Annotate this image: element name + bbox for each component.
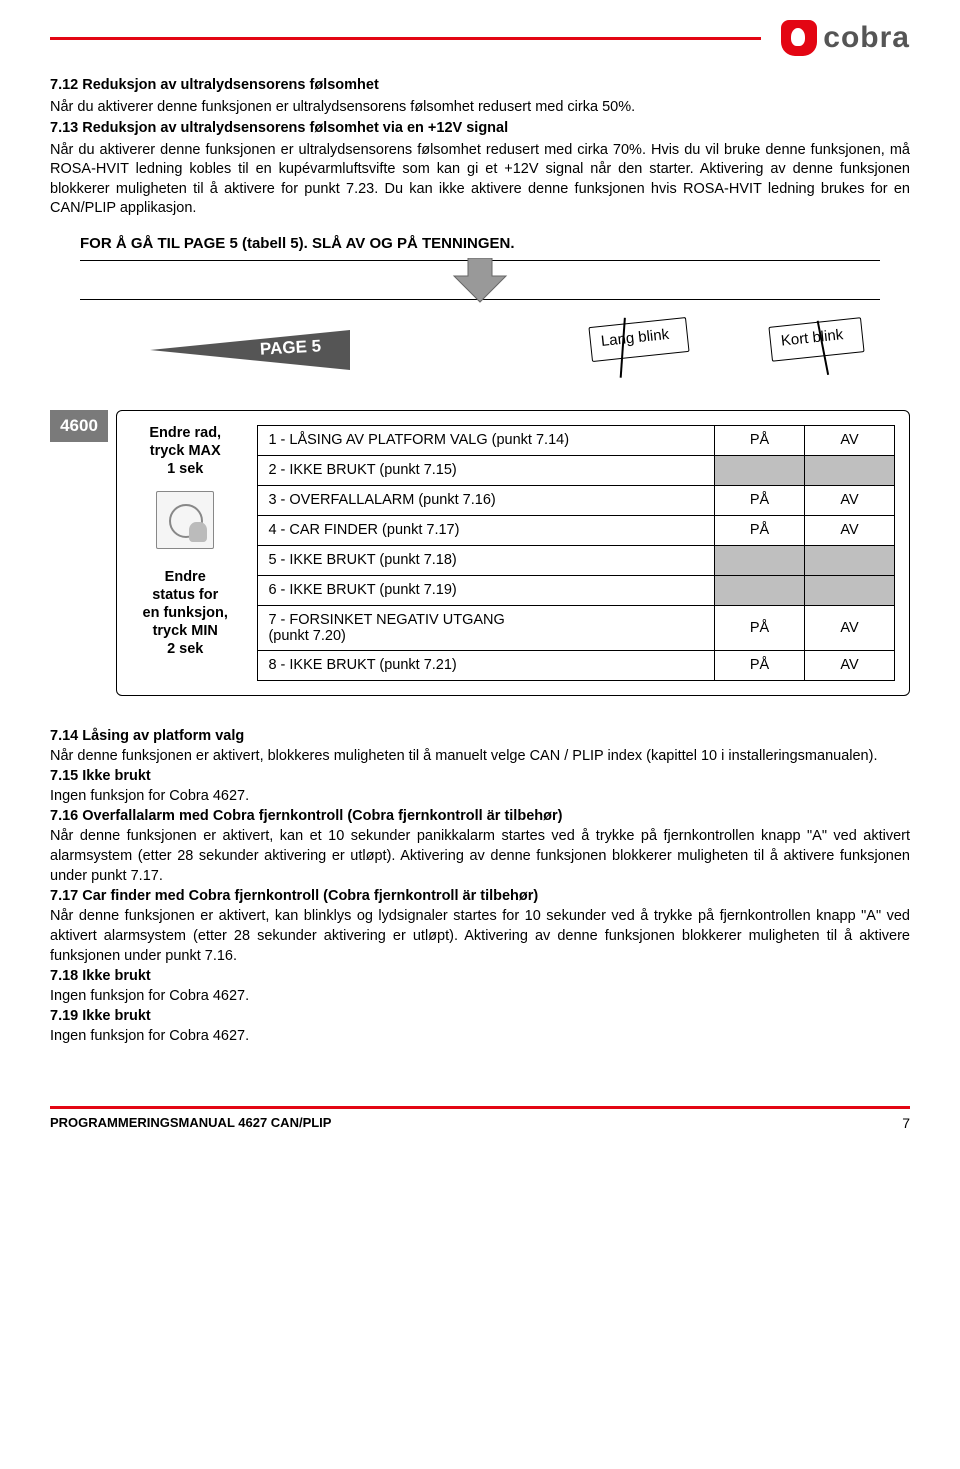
sec712-body: Når du aktiverer denne funksjonen er ult… <box>50 98 910 118</box>
cell-r1-on: PÅ <box>715 425 805 455</box>
cell-r2-off <box>805 455 895 485</box>
cell-r1: 1 - LÅSING AV PLATFORM VALG (punkt 7.14) <box>258 425 715 455</box>
g2l5: 2 sek <box>131 641 239 657</box>
cobra-logo-icon <box>781 20 817 56</box>
table-row: 4 - CAR FINDER (punkt 7.17) PÅ AV <box>258 515 895 545</box>
g1l3: 1 sek <box>131 461 239 477</box>
cell-r4-on: PÅ <box>715 515 805 545</box>
cell-r6: 6 - IKKE BRUKT (punkt 7.19) <box>258 575 715 605</box>
cell-r4: 4 - CAR FINDER (punkt 7.17) <box>258 515 715 545</box>
cell-r3-on: PÅ <box>715 485 805 515</box>
cell-r6-off <box>805 575 895 605</box>
left-instructions: Endre rad, tryck MAX 1 sek Endre status … <box>131 425 239 681</box>
sec717-h: 7.17 Car finder med Cobra fjernkontroll … <box>50 886 910 906</box>
lower-sections: 7.14 Låsing av platform valg Når denne f… <box>50 726 910 1046</box>
page5-banner: PAGE 5 Lang blink Kort blink <box>50 310 910 380</box>
sec716-p: Når denne funksjonen er aktivert, kan et… <box>50 826 910 886</box>
cell-r2: 2 - IKKE BRUKT (punkt 7.15) <box>258 455 715 485</box>
speech2-text: Kort blink <box>780 326 844 349</box>
cell-r2-on <box>715 455 805 485</box>
page5-label: PAGE 5 <box>260 336 322 359</box>
sec714-p: Når denne funksjonen er aktivert, blokke… <box>50 746 910 766</box>
sec716-h: 7.16 Overfallalarm med Cobra fjernkontro… <box>50 806 910 826</box>
sec715-p: Ingen funksjon for Cobra 4627. <box>50 786 910 806</box>
table-row: 1 - LÅSING AV PLATFORM VALG (punkt 7.14)… <box>258 425 895 455</box>
ignition-key-icon <box>156 491 214 549</box>
sec719-p: Ingen funksjon for Cobra 4627. <box>50 1026 910 1046</box>
g2l4: tryck MIN <box>131 623 239 639</box>
speech1-text: Lang blink <box>600 326 670 350</box>
cell-r7: 7 - FORSINKET NEGATIV UTGANG (punkt 7.20… <box>258 605 715 650</box>
cell-r3: 3 - OVERFALLALARM (punkt 7.16) <box>258 485 715 515</box>
section-712-713: 7.12 Reduksjon av ultralydsensorens føls… <box>50 76 910 219</box>
sec712-title: 7.12 Reduksjon av ultralydsensorens føls… <box>50 76 910 96</box>
cobra-logo-text: cobra <box>823 21 910 55</box>
g1l2: tryck MAX <box>131 443 239 459</box>
footer-red-line <box>50 1106 910 1109</box>
table-row: 7 - FORSINKET NEGATIV UTGANG (punkt 7.20… <box>258 605 895 650</box>
function-table: 1 - LÅSING AV PLATFORM VALG (punkt 7.14)… <box>257 425 895 681</box>
speech-kort-blink: Kort blink <box>768 317 864 361</box>
sec714-h: 7.14 Låsing av platform valg <box>50 726 910 746</box>
sec718-h: 7.18 Ikke brukt <box>50 966 910 986</box>
model-tag-4600: 4600 <box>50 410 108 442</box>
table-row: 8 - IKKE BRUKT (punkt 7.21) PÅ AV <box>258 650 895 680</box>
divider-lines <box>80 260 880 300</box>
cell-r5-on <box>715 545 805 575</box>
cell-r7-on: PÅ <box>715 605 805 650</box>
cell-r1-off: AV <box>805 425 895 455</box>
page-number: 7 <box>902 1115 910 1131</box>
table-row: 3 - OVERFALLALARM (punkt 7.16) PÅ AV <box>258 485 895 515</box>
cell-r5-off <box>805 545 895 575</box>
header-red-line <box>50 37 761 40</box>
content-box: Endre rad, tryck MAX 1 sek Endre status … <box>116 410 910 696</box>
cell-r8-off: AV <box>805 650 895 680</box>
cell-r3-off: AV <box>805 485 895 515</box>
callout-page5: FOR Å GÅ TIL PAGE 5 (tabell 5). SLÅ AV O… <box>80 235 910 252</box>
g2l2: status for <box>131 587 239 603</box>
table-row: 6 - IKKE BRUKT (punkt 7.19) <box>258 575 895 605</box>
cell-r7-off: AV <box>805 605 895 650</box>
footer: PROGRAMMERINGSMANUAL 4627 CAN/PLIP 7 <box>50 1106 910 1131</box>
g2l3: en funksjon, <box>131 605 239 621</box>
speech-lang-blink: Lang blink <box>588 317 690 362</box>
g1l1: Endre rad, <box>131 425 239 441</box>
cell-r8-on: PÅ <box>715 650 805 680</box>
cell-r8: 8 - IKKE BRUKT (punkt 7.21) <box>258 650 715 680</box>
cell-r7a: 7 - FORSINKET NEGATIV UTGANG <box>268 612 504 628</box>
cell-r7b: (punkt 7.20) <box>268 628 345 644</box>
g2l1: Endre <box>131 569 239 585</box>
cobra-logo: cobra <box>781 20 910 56</box>
cell-r6-on <box>715 575 805 605</box>
main-table-row: 4600 Endre rad, tryck MAX 1 sek Endre st… <box>50 410 910 696</box>
table-row: 5 - IKKE BRUKT (punkt 7.18) <box>258 545 895 575</box>
cell-r5: 5 - IKKE BRUKT (punkt 7.18) <box>258 545 715 575</box>
header-bar: cobra <box>50 0 910 56</box>
sec718-p: Ingen funksjon for Cobra 4627. <box>50 986 910 1006</box>
arrow-down-icon <box>450 258 510 304</box>
sec715-h: 7.15 Ikke brukt <box>50 766 910 786</box>
sec713-body: Når du aktiverer denne funksjonen er ult… <box>50 141 910 219</box>
footer-title: PROGRAMMERINGSMANUAL 4627 CAN/PLIP <box>50 1115 331 1131</box>
cell-r4-off: AV <box>805 515 895 545</box>
sec719-h: 7.19 Ikke brukt <box>50 1006 910 1026</box>
sec717-p: Når denne funksjonen er aktivert, kan bl… <box>50 906 910 966</box>
table-row: 2 - IKKE BRUKT (punkt 7.15) <box>258 455 895 485</box>
sec713-title: 7.13 Reduksjon av ultralydsensorens føls… <box>50 119 910 139</box>
